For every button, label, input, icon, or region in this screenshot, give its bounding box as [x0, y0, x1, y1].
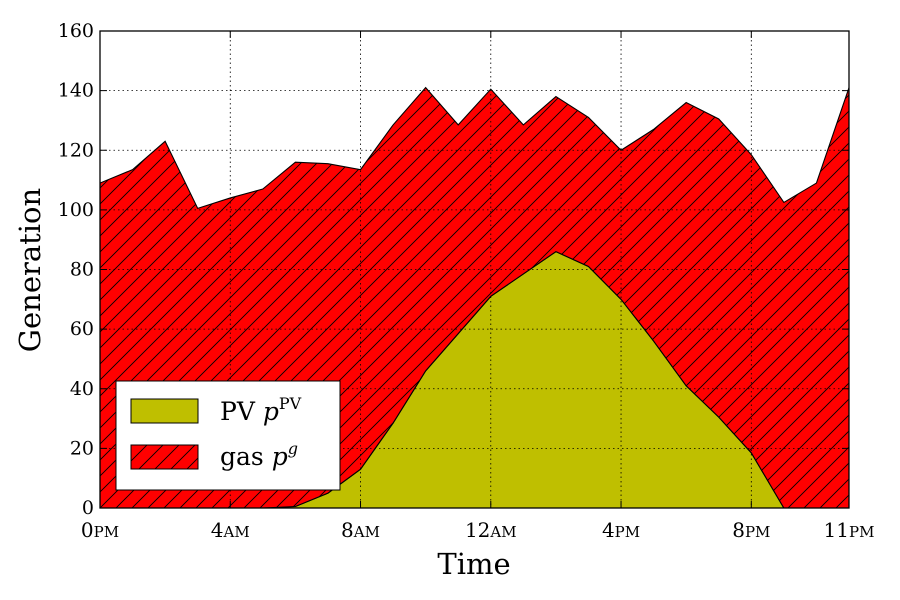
x-tick-label: 0PM	[81, 518, 119, 542]
x-tick-labels: 0PM 4AM 8AM 12AM 4PM 8PM 11PM	[81, 518, 875, 542]
x-axis-label: Time	[437, 547, 510, 581]
y-tick-label: 140	[58, 80, 94, 102]
y-tick-label: 0	[82, 497, 94, 519]
y-tick-label: 60	[70, 318, 94, 340]
x-tick-label: 4PM	[602, 518, 640, 542]
legend: PV pPV gas pg	[115, 380, 341, 491]
x-tick-label: 12AM	[465, 518, 517, 542]
y-tick-label: 100	[58, 199, 94, 221]
x-tick-label: 4AM	[211, 518, 250, 542]
y-axis-label: Generation	[13, 188, 47, 352]
legend-entry-gas: gas pg	[220, 439, 298, 471]
x-tick-label: 8PM	[732, 518, 770, 542]
legend-swatch-gas	[130, 444, 199, 470]
y-tick-labels: 0 20 40 60 80 100 120 140 160	[58, 20, 94, 519]
legend-entry-pv: PV pPV	[220, 394, 302, 426]
y-tick-label: 120	[58, 139, 94, 161]
x-tick-label: 11PM	[824, 518, 875, 542]
y-tick-label: 160	[58, 20, 94, 42]
y-tick-label: 40	[70, 378, 94, 400]
grid-lines	[100, 31, 849, 508]
axis-ticks	[99, 30, 850, 509]
y-tick-label: 80	[70, 259, 94, 281]
legend-swatch-pv	[130, 398, 199, 424]
x-tick-label: 8AM	[341, 518, 380, 542]
y-tick-label: 20	[70, 437, 94, 459]
